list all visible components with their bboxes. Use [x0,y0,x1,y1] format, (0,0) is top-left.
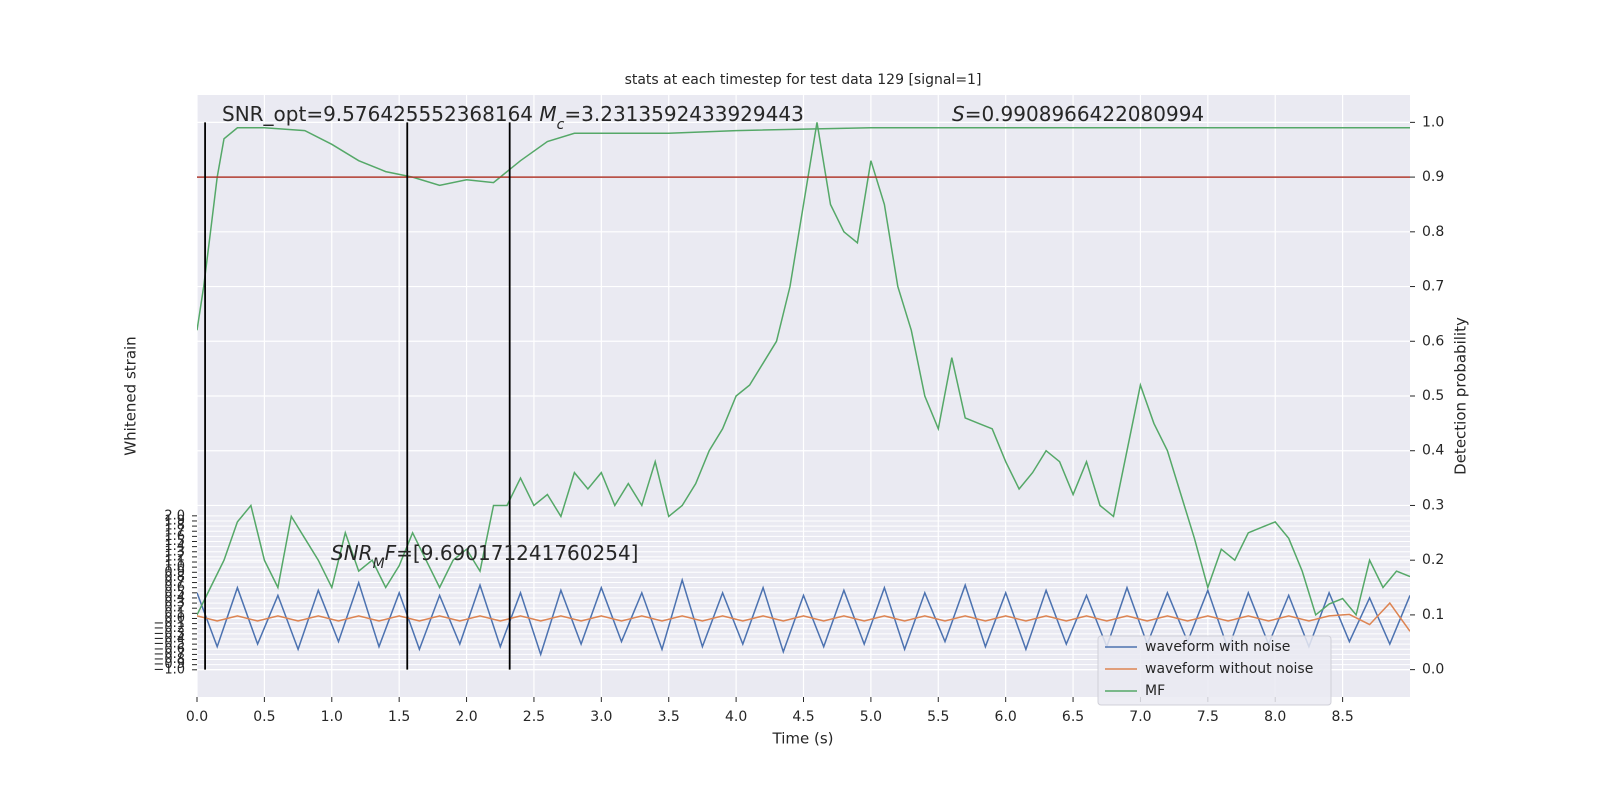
x-tick-label: 2.5 [523,709,545,725]
y-tick-label: 0.9 [164,565,185,580]
series-line [197,577,1410,657]
annotation-part: M [373,556,385,572]
annotation-part: SNR_opt=9.576425552368164 [222,102,539,126]
y-tick-label: 0.1 [164,606,185,621]
x-tick-label: 2.0 [455,709,477,725]
y-tick-label: 0.0 [164,611,185,626]
annotation-part: SNR [331,541,373,565]
y-tick-label: 1.4 [164,539,185,554]
x-tick-label: 7.5 [1197,709,1219,725]
y2-tick-label: 0.7 [1422,279,1444,295]
x-tick-label: 1.5 [388,709,410,725]
annotation-part: =[9.690171241760254] [396,541,638,565]
x-tick-label: 0.5 [253,709,275,725]
legend-box [1097,635,1332,706]
annotation: SNR_opt=9.576425552368164 Mc=3.231359243… [222,102,804,133]
x-tick-label: 8.5 [1331,709,1353,725]
annotation: SNRMF=[9.690171241760254] [331,541,639,572]
y-tick-label: 1.1 [164,555,185,570]
y-tick-label: 1.2 [164,549,185,564]
legend: waveform with noise waveform without nois… [1097,635,1332,706]
y-tick-label: 0.2 [164,601,185,616]
y2-axis-label: Detection probability [1452,317,1470,475]
x-tick-label: 6.0 [995,709,1017,725]
x-tick-label: 3.0 [590,709,612,725]
y-axis-label: Whitened strain [122,336,140,455]
x-tick-label: 7.0 [1129,709,1151,725]
y2-tick-label: 0.3 [1422,497,1444,513]
annotation-part: =3.2313592433929443 [564,102,803,126]
y2-tick-label: 0.6 [1422,333,1444,349]
y-tick-label: 0.8 [164,570,185,585]
y-tick-label: −0.3 [153,626,185,641]
legend-label: waveform without noise [1145,661,1313,677]
legend-label: waveform with noise [1145,639,1290,655]
y2-tick-label: 0.0 [1422,662,1444,678]
y-tick-label: −0.6 [153,642,185,657]
axes: 0.0 0.5 1.0 1.5 2.0 2.5 3.0 3.5 4.0 4.5 5.0 5.5 6.0 6… [153,114,1444,725]
y2-tick-label: 0.2 [1422,552,1444,568]
y2-tick-label: 1.0 [1422,114,1444,130]
y2-tick-label: 0.8 [1422,224,1444,240]
y-tick-label: −0.7 [153,647,185,662]
y-tick-label: −0.8 [153,652,185,667]
y-tick-label: 2.0 [164,508,185,523]
y-tick-label: −0.2 [153,621,185,636]
y-tick-label: 1.0 [164,560,185,575]
y-tick-label: 1.6 [164,529,185,544]
y2-tick-label: 0.1 [1422,607,1444,623]
y-tick-label: 0.3 [164,596,185,611]
y2-tick-label: 0.4 [1422,443,1444,459]
y-tick-label: 1.5 [164,534,185,549]
marks [197,122,1410,670]
y2-tick-label: 0.5 [1422,388,1444,404]
y-tick-label: 1.9 [164,513,185,528]
annotation-part: S [952,102,965,126]
annotation-part: =0.9908966422080994 [965,102,1204,126]
annotation-part: M [539,102,556,126]
x-axis-label: Time (s) [772,730,834,748]
y-tick-label: 1.7 [164,524,185,539]
y-tick-label: 0.6 [164,580,185,595]
series-line [197,127,1410,331]
x-tick-label: 4.0 [725,709,747,725]
annotation: S=0.9908966422080994 [952,102,1204,126]
series-line [197,122,1410,617]
x-tick-label: 6.5 [1062,709,1084,725]
y-tick-label: 1.3 [164,544,185,559]
annotation-part: F [385,541,397,565]
chart-title: stats at each timestep for test data 129… [625,72,982,88]
legend-label: MF [1145,683,1165,699]
y-tick-label: 0.5 [164,585,185,600]
series-line [197,601,1410,632]
x-tick-label: 0.0 [186,709,208,725]
y-tick-label: −1.0 [153,662,185,677]
annotation-part: c [557,117,565,133]
x-tick-label: 4.5 [792,709,814,725]
y-tick-label: −0.4 [153,632,185,647]
y-tick-label: 0.4 [164,590,185,605]
x-tick-label: 8.0 [1264,709,1286,725]
x-tick-label: 3.5 [658,709,680,725]
x-tick-label: 5.5 [927,709,949,725]
x-tick-label: 5.0 [860,709,882,725]
y-tick-label: −0.1 [153,616,185,631]
y-tick-label: −0.9 [153,657,185,672]
y-tick-label: 0.7 [164,575,185,590]
y2-tick-label: 0.9 [1422,169,1444,185]
x-tick-label: 1.0 [321,709,343,725]
y-tick-label: −0.5 [153,637,185,652]
y-tick-label: 1.8 [164,519,185,534]
